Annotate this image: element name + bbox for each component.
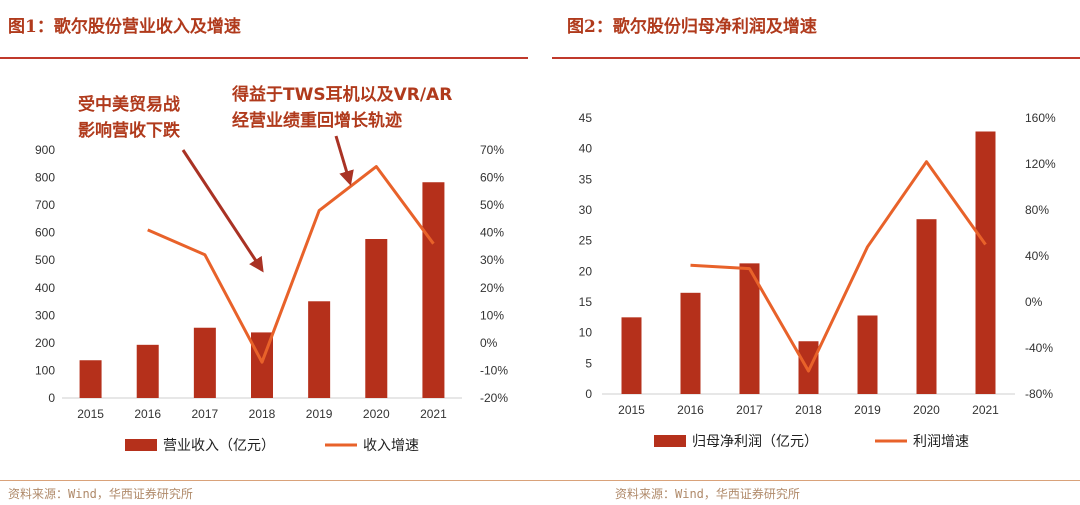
figure1-source: 资料来源：Wind，华西证券研究所 xyxy=(8,487,193,501)
annotation-trade-war-line1: 受中美贸易战 xyxy=(78,94,180,115)
bar xyxy=(680,292,701,394)
y-right-tick-label: 40% xyxy=(1025,249,1049,263)
figure2-rule xyxy=(552,57,1080,59)
bar xyxy=(621,317,642,394)
bar xyxy=(79,360,102,398)
y-left-tick-label: 20 xyxy=(579,264,593,278)
y-left-tick-label: 800 xyxy=(35,171,55,185)
x-tick-label: 2020 xyxy=(363,407,390,421)
y-right-tick-label: 50% xyxy=(480,198,504,212)
bar xyxy=(975,131,996,394)
legend-bar-label: 营业收入（亿元） xyxy=(163,438,275,454)
y-right-tick-label: 80% xyxy=(1025,203,1049,217)
x-tick-label: 2019 xyxy=(306,407,333,421)
bar xyxy=(136,344,159,398)
figure1-title: 图1：歌尔股份营业收入及增速 xyxy=(8,17,241,37)
y-left-tick-label: 400 xyxy=(35,281,55,295)
figure1-rule xyxy=(0,57,528,59)
y-right-tick-label: 40% xyxy=(480,226,504,240)
y-right-tick-label: 160% xyxy=(1025,111,1056,125)
y-left-tick-label: 45 xyxy=(579,111,593,125)
y-left-tick-label: 0 xyxy=(48,391,55,405)
y-left-tick-label: 0 xyxy=(585,387,592,401)
y-left-tick-label: 500 xyxy=(35,253,55,267)
y-left-tick-label: 700 xyxy=(35,198,55,212)
growth-line xyxy=(690,160,987,373)
legend-bar-label: 归母净利润（亿元） xyxy=(692,433,818,450)
bar xyxy=(193,327,216,398)
y-right-tick-label: -10% xyxy=(480,363,508,377)
x-tick-label: 2017 xyxy=(192,407,219,421)
x-tick-label: 2019 xyxy=(854,403,881,417)
y-left-tick-label: 35 xyxy=(579,172,593,186)
legend-line-label: 收入增速 xyxy=(363,438,419,454)
y-left-tick-label: 100 xyxy=(35,363,55,377)
y-right-tick-label: 60% xyxy=(480,171,504,185)
bottom-rule xyxy=(0,480,1080,481)
annotation-tws-line2: 经营业绩重回增长轨迹 xyxy=(232,110,402,131)
y-right-tick-label: -80% xyxy=(1025,387,1053,401)
x-tick-label: 2016 xyxy=(677,403,704,417)
x-tick-label: 2021 xyxy=(420,407,447,421)
x-tick-label: 2020 xyxy=(913,403,940,417)
y-left-tick-label: 40 xyxy=(579,142,593,156)
y-left-tick-label: 25 xyxy=(579,234,593,248)
y-left-tick-label: 30 xyxy=(579,203,593,217)
bar xyxy=(365,239,388,398)
y-right-tick-label: 0% xyxy=(1025,295,1043,309)
y-left-tick-label: 300 xyxy=(35,308,55,322)
y-right-tick-label: -40% xyxy=(1025,341,1053,355)
bar xyxy=(308,301,331,398)
y-left-tick-label: 10 xyxy=(579,326,593,340)
x-tick-label: 2021 xyxy=(972,403,999,417)
net-profit-chart: 0 5 10 15 20 25 30 35 40 45 -80% -40% 0% 40% 80% 120% 16… xyxy=(579,111,1056,450)
annotation-tws-line1: 得益于TWS耳机以及VR/AR xyxy=(231,84,452,105)
y-right-tick-label: 120% xyxy=(1025,157,1056,171)
figure2-title: 图2：歌尔股份归母净利润及增速 xyxy=(567,17,817,37)
bar xyxy=(916,219,937,394)
y-right-tick-label: 10% xyxy=(480,308,504,322)
y-right-tick-label: 20% xyxy=(480,281,504,295)
y-right-tick-label: 30% xyxy=(480,253,504,267)
x-tick-label: 2015 xyxy=(77,407,104,421)
bar xyxy=(857,315,878,394)
annotation-arrow-up xyxy=(334,135,354,186)
y-left-tick-label: 5 xyxy=(585,356,592,370)
revenue-chart: 0 100 200 300 400 500 600 700 800 900 -20% -10% 0% 10… xyxy=(35,84,508,454)
y-left-tick-label: 600 xyxy=(35,226,55,240)
x-tick-label: 2016 xyxy=(134,407,161,421)
annotation-trade-war-line2: 影响营收下跌 xyxy=(78,120,181,141)
x-tick-label: 2018 xyxy=(249,407,276,421)
figure2-source: 资料来源：Wind，华西证券研究所 xyxy=(615,487,800,501)
x-tick-label: 2018 xyxy=(795,403,822,417)
y-right-tick-label: 70% xyxy=(480,143,504,157)
bar xyxy=(739,263,760,394)
growth-line xyxy=(147,165,435,364)
y-left-tick-label: 15 xyxy=(579,295,593,309)
legend-bar-swatch xyxy=(125,439,157,451)
y-right-tick-label: 0% xyxy=(480,336,498,350)
y-left-tick-label: 200 xyxy=(35,336,55,350)
x-tick-label: 2015 xyxy=(618,403,645,417)
y-left-tick-label: 900 xyxy=(35,143,55,157)
legend-bar-swatch xyxy=(654,435,686,447)
annotation-arrow-down xyxy=(181,149,264,273)
x-tick-label: 2017 xyxy=(736,403,763,417)
legend-line-label: 利润增速 xyxy=(913,434,969,450)
y-right-tick-label: -20% xyxy=(480,391,508,405)
